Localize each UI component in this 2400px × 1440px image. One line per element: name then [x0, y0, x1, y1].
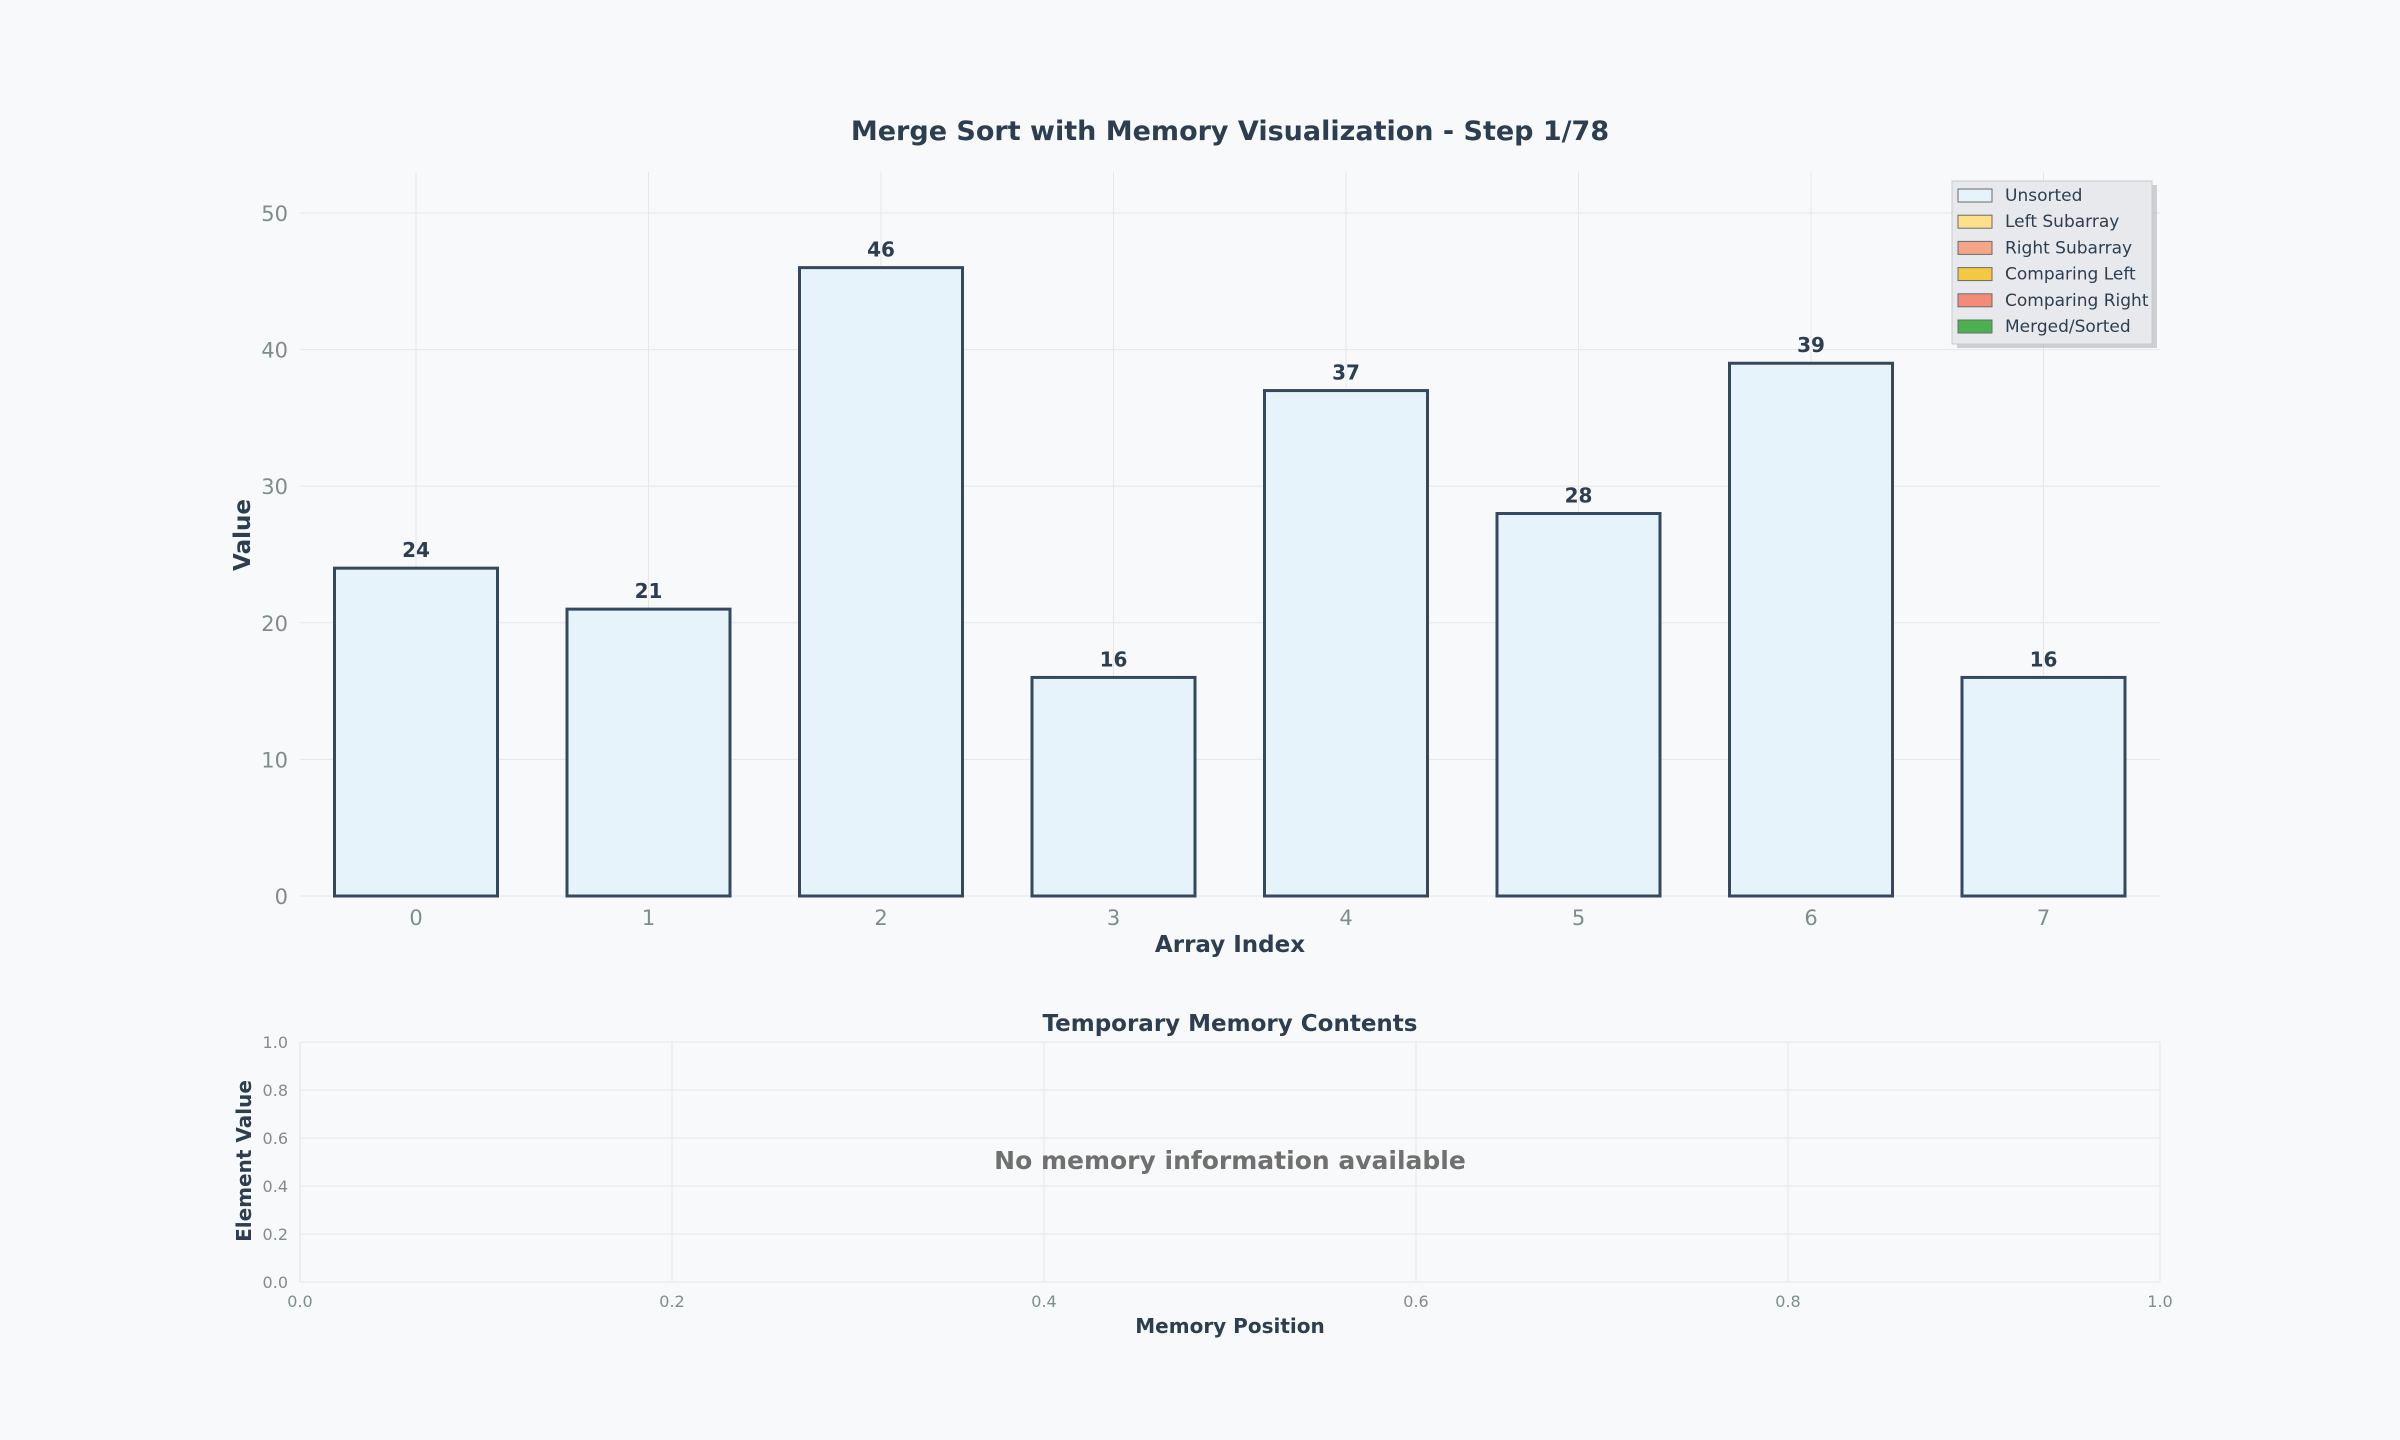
bar-value-label: 21 [635, 579, 663, 603]
memory-x-tick-label: 0.0 [287, 1292, 312, 1311]
legend-label: Comparing Left [2005, 265, 2136, 285]
bar [333, 566, 499, 898]
main-chart-bar-labels: 24 21 46 16 37 28 39 16 [402, 238, 2057, 672]
bar-value-label: 39 [1797, 333, 1825, 357]
main-chart-x-axis-label: Array Index [1155, 932, 1305, 958]
main-x-tick-label: 3 [1107, 906, 1120, 930]
main-x-tick-label: 5 [1572, 906, 1585, 930]
main-chart-y-ticks: 0 10 20 30 40 50 [261, 202, 288, 909]
legend-swatch [1957, 188, 1993, 203]
main-y-tick-label: 10 [261, 748, 288, 772]
bar-value-label: 37 [1332, 361, 1360, 385]
memory-chart-x-axis-label: Memory Position [1135, 1314, 1324, 1338]
memory-chart-y-axis-label: Element Value [232, 1080, 256, 1242]
bar-value-label: 24 [402, 538, 430, 562]
memory-chart-y-ticks: 0.0 0.2 0.4 0.6 0.8 1.0 [263, 1033, 288, 1292]
legend-swatch [1957, 267, 1993, 282]
memory-x-tick-label: 0.2 [659, 1292, 684, 1311]
main-x-tick-label: 1 [642, 906, 655, 930]
main-chart: Merge Sort with Memory Visualization - S… [230, 116, 2160, 958]
legend-swatch [1957, 319, 1993, 334]
bar [1030, 675, 1197, 898]
bar [1728, 361, 1894, 898]
bar-value-label: 28 [1565, 484, 1593, 508]
bar [1495, 512, 1662, 898]
memory-empty-message: No memory information available [994, 1146, 1466, 1175]
bar-value-label: 16 [1100, 647, 1128, 671]
main-x-tick-label: 6 [1804, 906, 1817, 930]
main-chart-x-ticks: 0 1 2 3 4 5 6 7 [409, 906, 2050, 930]
bar [798, 266, 964, 898]
main-chart-title: Merge Sort with Memory Visualization - S… [851, 116, 1609, 147]
legend-label: Comparing Right [2005, 291, 2149, 311]
legend: Unsorted Left Subarray Right Subarray Compa… [1951, 180, 2157, 348]
legend-frame [1951, 180, 2153, 345]
legend-swatch [1957, 214, 1993, 229]
main-x-tick-label: 2 [874, 906, 887, 930]
legend-label: Left Subarray [2005, 212, 2119, 232]
legend-label: Right Subarray [2005, 238, 2132, 258]
bar-value-label: 16 [2030, 647, 2058, 671]
memory-y-tick-label: 0.0 [263, 1273, 288, 1292]
memory-chart-x-ticks: 0.0 0.2 0.4 0.6 0.8 1.0 [287, 1292, 2172, 1311]
main-chart-bars [333, 266, 2127, 898]
memory-chart: Temporary Memory Contents 0.00.20.40.60.… [232, 1011, 2173, 1338]
memory-x-tick-label: 0.4 [1031, 1292, 1056, 1311]
memory-y-tick-label: 1.0 [263, 1033, 288, 1052]
memory-x-tick-label: 0.6 [1403, 1292, 1428, 1311]
main-x-tick-label: 0 [409, 906, 422, 930]
main-y-tick-label: 0 [275, 885, 288, 909]
memory-y-tick-label: 0.2 [263, 1225, 288, 1244]
bar [1960, 675, 2127, 898]
legend-label: Merged/Sorted [2005, 317, 2131, 337]
legend-swatch [1957, 240, 1993, 255]
memory-x-tick-label: 0.8 [1775, 1292, 1800, 1311]
main-y-tick-label: 20 [261, 612, 288, 636]
main-y-tick-label: 50 [261, 202, 288, 226]
memory-y-tick-label: 0.6 [263, 1129, 288, 1148]
bar [565, 607, 732, 898]
legend-swatch [1957, 293, 1993, 308]
main-y-tick-label: 30 [261, 475, 288, 499]
memory-y-tick-label: 0.8 [263, 1081, 288, 1100]
memory-y-tick-label: 0.4 [263, 1177, 288, 1196]
main-y-tick-label: 40 [261, 339, 288, 363]
memory-chart-title: Temporary Memory Contents [1043, 1011, 1418, 1037]
main-x-tick-label: 4 [1339, 906, 1352, 930]
memory-x-tick-label: 1.0 [2147, 1292, 2172, 1311]
bar [1263, 389, 1429, 898]
main-chart-y-axis-label: Value [230, 499, 256, 571]
bar-value-label: 46 [867, 238, 895, 262]
memory-chart-grid [299, 1041, 2161, 1283]
main-x-tick-label: 7 [2037, 906, 2050, 930]
legend-label: Unsorted [2005, 186, 2082, 206]
